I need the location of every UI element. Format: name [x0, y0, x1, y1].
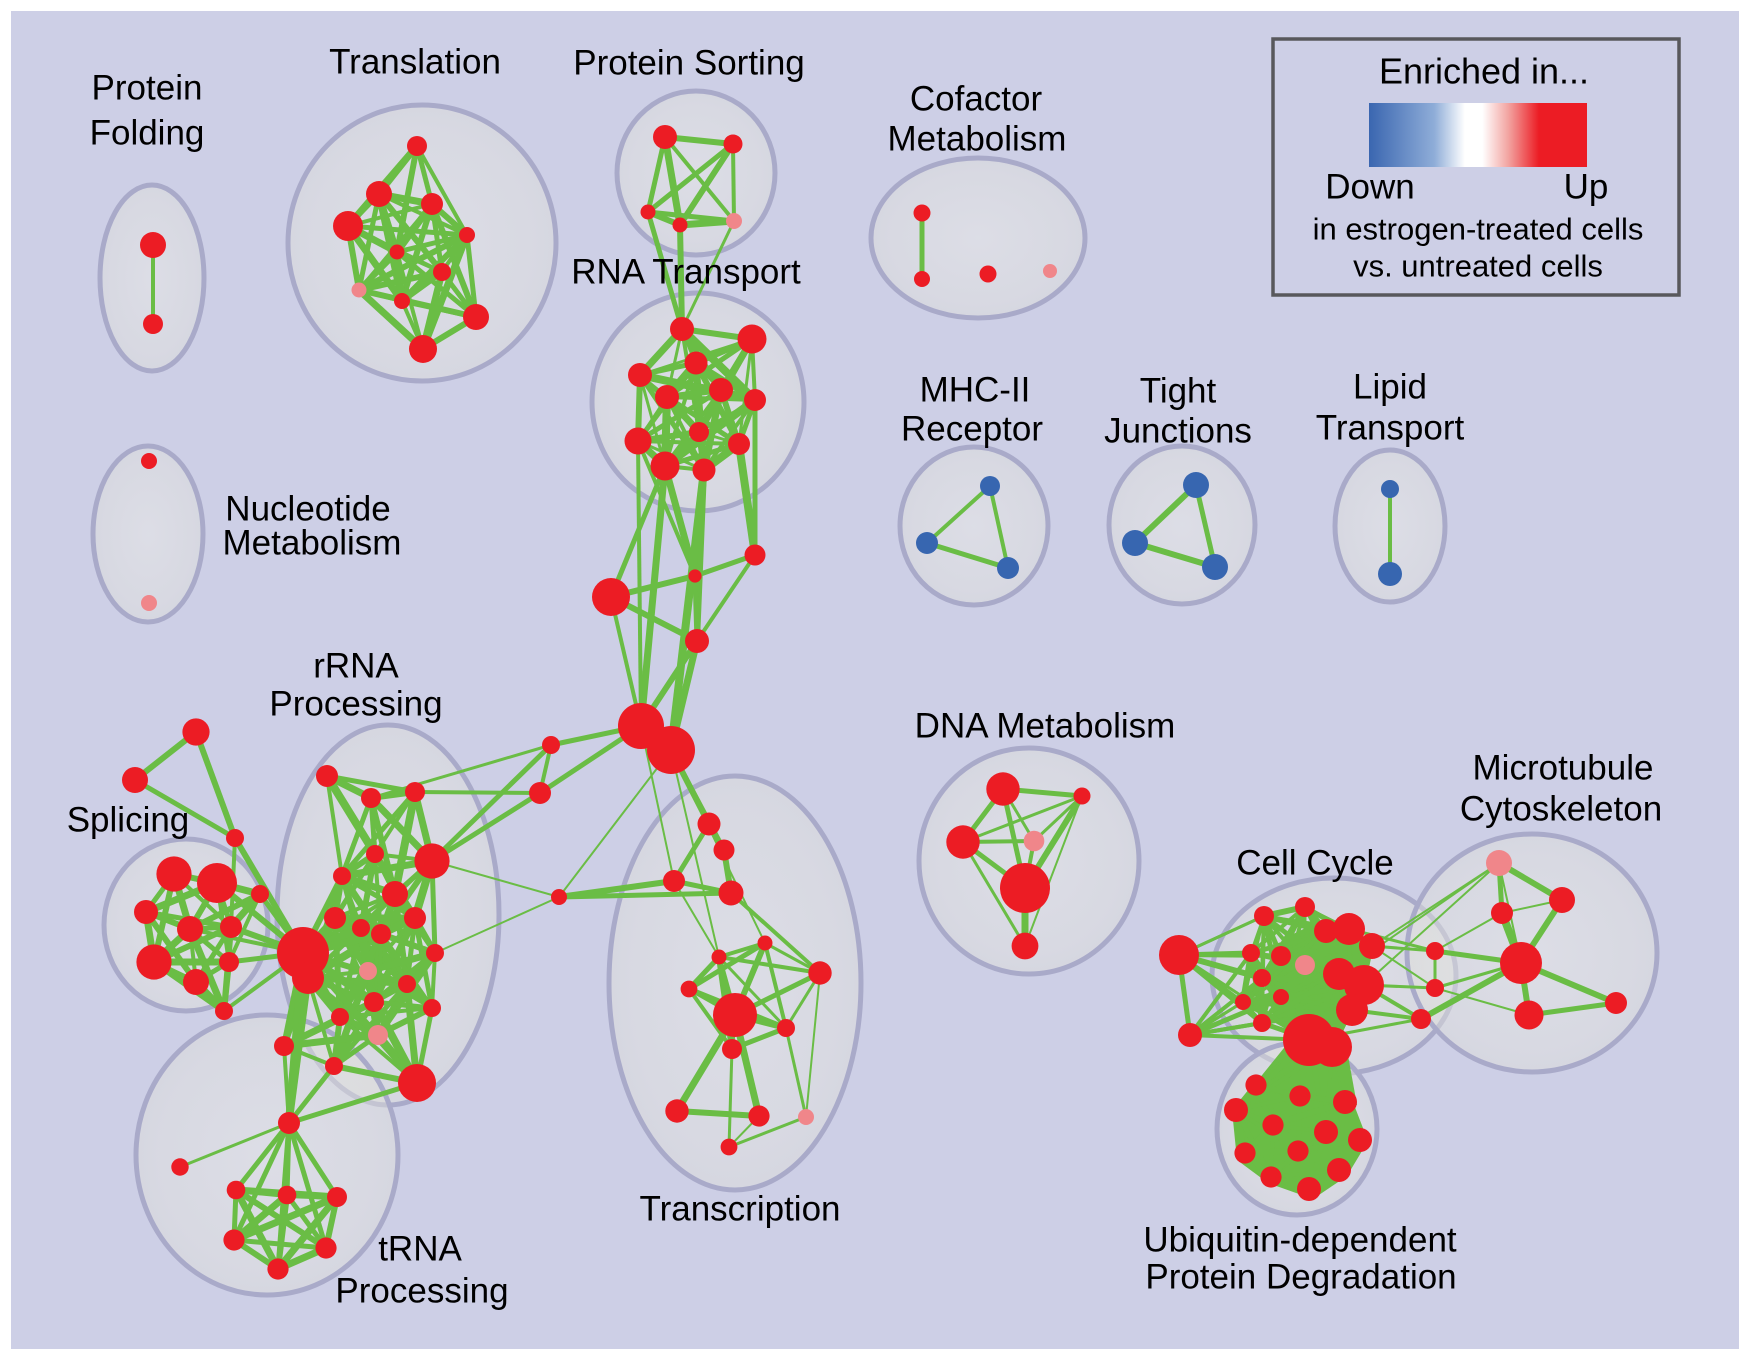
svg-text:Transport: Transport — [1316, 409, 1465, 448]
svg-text:Processing: Processing — [335, 1272, 508, 1311]
svg-text:rRNA: rRNA — [313, 647, 399, 686]
svg-text:Metabolism: Metabolism — [888, 120, 1067, 159]
svg-text:Down: Down — [1325, 168, 1414, 207]
svg-text:Up: Up — [1564, 168, 1609, 207]
svg-text:vs. untreated cells: vs. untreated cells — [1353, 249, 1603, 284]
svg-text:Nucleotide: Nucleotide — [225, 490, 390, 529]
svg-text:in estrogen-treated cells: in estrogen-treated cells — [1313, 212, 1644, 247]
svg-text:Transcription: Transcription — [640, 1190, 841, 1229]
svg-text:Cofactor: Cofactor — [910, 80, 1043, 119]
svg-text:Junctions: Junctions — [1104, 412, 1252, 451]
svg-text:Tight: Tight — [1140, 372, 1217, 411]
svg-text:Protein Degradation: Protein Degradation — [1145, 1258, 1456, 1297]
svg-text:Translation: Translation — [329, 43, 501, 82]
svg-text:Enriched in...: Enriched in... — [1379, 51, 1589, 92]
svg-text:Protein Sorting: Protein Sorting — [573, 44, 805, 83]
svg-text:Processing: Processing — [269, 685, 442, 724]
svg-text:DNA Metabolism: DNA Metabolism — [915, 707, 1176, 746]
svg-text:Ubiquitin-dependent: Ubiquitin-dependent — [1143, 1221, 1457, 1260]
svg-text:Metabolism: Metabolism — [223, 524, 402, 563]
svg-text:Protein: Protein — [92, 69, 203, 108]
svg-text:Cell Cycle: Cell Cycle — [1236, 844, 1394, 883]
svg-text:Lipid: Lipid — [1353, 368, 1427, 407]
svg-text:Cytoskeleton: Cytoskeleton — [1460, 790, 1662, 829]
svg-text:tRNA: tRNA — [378, 1230, 462, 1269]
svg-text:Folding: Folding — [90, 114, 205, 153]
svg-text:Splicing: Splicing — [67, 801, 190, 840]
svg-text:MHC-II: MHC-II — [920, 371, 1031, 410]
svg-text:Microtubule: Microtubule — [1473, 749, 1654, 788]
svg-text:Receptor: Receptor — [901, 410, 1043, 449]
svg-text:RNA Transport: RNA Transport — [571, 253, 801, 292]
